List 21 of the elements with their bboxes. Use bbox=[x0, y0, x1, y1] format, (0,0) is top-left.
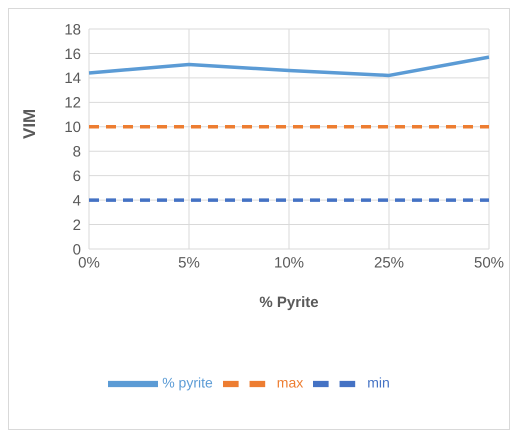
x-tick-label: 5% bbox=[178, 254, 200, 272]
legend-label: min bbox=[367, 374, 390, 391]
x-tick-label: 10% bbox=[274, 254, 304, 272]
line-series bbox=[87, 55, 491, 78]
legend-label: max bbox=[276, 374, 304, 391]
y-tick-label: 12 bbox=[64, 94, 81, 112]
y-tick-label: 0 bbox=[72, 241, 81, 258]
y-tick-label: 16 bbox=[64, 46, 81, 63]
y-tick-label: 14 bbox=[64, 70, 81, 88]
x-tick-label: 25% bbox=[374, 254, 404, 272]
x-axis-title: % Pyrite bbox=[259, 294, 319, 311]
y-tick-label: 8 bbox=[72, 144, 81, 161]
legend-label: % pyrite bbox=[162, 374, 213, 391]
x-tick-label: 0% bbox=[78, 254, 100, 272]
y-tick-label: 18 bbox=[64, 21, 81, 38]
y-tick-label: 10 bbox=[64, 119, 81, 136]
y-tick-label: 6 bbox=[72, 168, 81, 185]
y-tick-label: 4 bbox=[72, 192, 81, 210]
x-tick-label: 50% bbox=[474, 254, 504, 272]
y-tick-label: 2 bbox=[72, 216, 81, 234]
y-axis-title: VIM bbox=[20, 108, 40, 139]
